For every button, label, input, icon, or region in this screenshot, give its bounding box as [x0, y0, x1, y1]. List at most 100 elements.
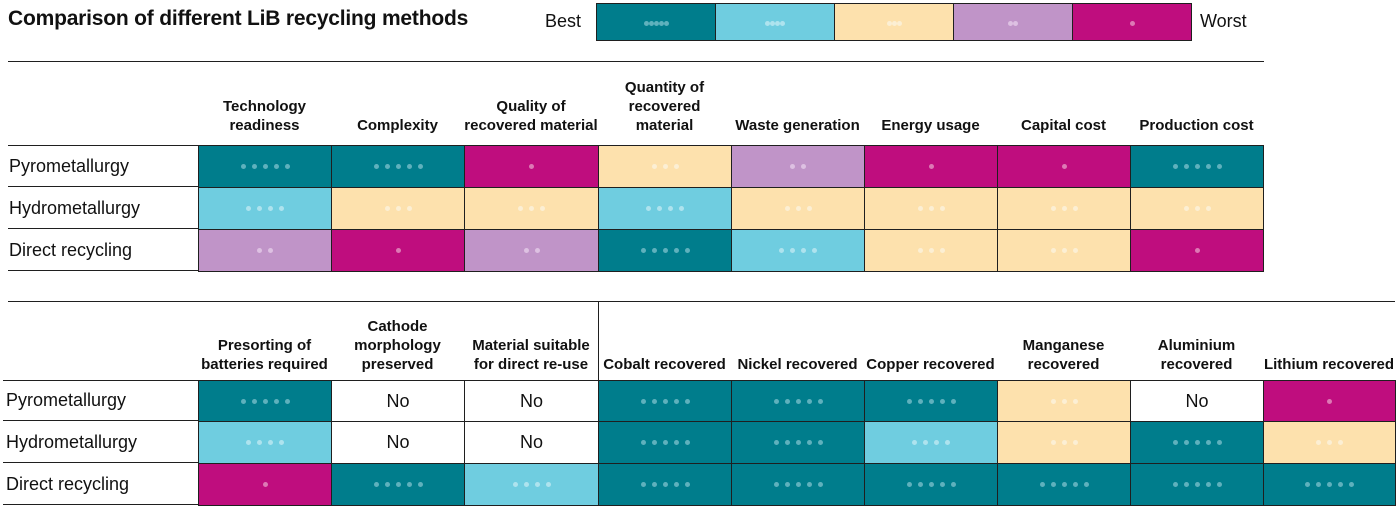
rating-dots [1008, 13, 1018, 31]
rating-dot [917, 398, 923, 404]
rating-dot [643, 21, 649, 26]
column-header: Production cost [1139, 117, 1254, 134]
rating-dot [1008, 21, 1013, 26]
rating-dots [643, 13, 669, 31]
rating-dot [906, 398, 912, 404]
rating-cell [1263, 380, 1396, 422]
rating-cell [198, 380, 332, 422]
rating-dot [653, 21, 659, 26]
rating-dot [1061, 206, 1067, 211]
cell-text: No [519, 390, 543, 411]
rating-cell [864, 229, 998, 272]
rating-dots [1172, 440, 1222, 445]
rating-dot [1129, 21, 1135, 26]
rating-dot [795, 482, 801, 487]
rating-dots [512, 482, 551, 487]
rating-dots [1316, 440, 1343, 445]
rating-dot [1050, 206, 1056, 211]
rating-dot [1194, 206, 1200, 211]
rating-cell [1130, 421, 1264, 464]
rating-dot [784, 482, 790, 487]
rating-dots [1172, 164, 1222, 169]
rating-cell [997, 145, 1131, 188]
rating-dot [257, 440, 262, 445]
rating-dot [262, 398, 268, 404]
rating-dots [917, 248, 945, 253]
rating-dot [1316, 440, 1321, 445]
legend-scale [596, 3, 1192, 41]
rating-dots [765, 13, 785, 31]
rating-dot [1216, 440, 1222, 445]
rating-dot [779, 248, 784, 253]
rating-dot [417, 164, 423, 169]
rating-dots [395, 248, 401, 253]
rating-dot [518, 206, 523, 211]
rating-dot [1194, 248, 1200, 253]
rating-dot [773, 482, 779, 487]
rating-dots [651, 164, 679, 169]
cell-text: No [386, 432, 410, 452]
rating-dots [640, 248, 690, 253]
rating-dot [651, 482, 657, 487]
rating-dot [1072, 440, 1078, 445]
rating-dot [1050, 398, 1056, 404]
rating-dot [251, 398, 257, 404]
rating-cell [198, 229, 332, 272]
rating-dots [373, 164, 423, 169]
rating-dot [790, 248, 795, 253]
row-label: Hydrometallurgy [6, 431, 138, 452]
rating-dot [545, 482, 551, 487]
rating-dots [1327, 398, 1332, 404]
row-rule [8, 270, 198, 271]
rating-dot [1205, 206, 1211, 211]
rating-dot [273, 398, 279, 404]
rating-dots [773, 398, 823, 404]
rating-dot [512, 482, 518, 487]
rating-dot [1061, 440, 1067, 445]
rating-dot [891, 21, 897, 26]
rating-dot [806, 206, 812, 211]
row-rule [8, 145, 198, 146]
rating-cell [864, 380, 998, 422]
rating-dot [268, 206, 273, 211]
page-title: Comparison of different LiB recycling me… [8, 7, 469, 30]
rating-dots [1050, 206, 1078, 211]
column-header: Quality of recovered material [464, 98, 598, 134]
rating-dot [684, 482, 690, 487]
rating-dot [928, 164, 934, 169]
rating-dots [384, 206, 412, 211]
rating-cell [997, 421, 1131, 464]
rating-cell [731, 145, 865, 188]
legend-cell [1073, 4, 1191, 40]
rating-dot [906, 482, 912, 487]
rating-dot [658, 21, 664, 26]
rating-dots [906, 398, 956, 404]
rating-dot [928, 398, 934, 404]
rating-dots [518, 206, 545, 211]
rating-dots [1183, 206, 1211, 211]
rating-dot [1061, 164, 1067, 169]
rating-dot [1050, 482, 1056, 487]
rating-dots [886, 13, 902, 31]
rating-dot [284, 164, 290, 169]
rating-dots [240, 164, 290, 169]
row-label: Hydrometallurgy [9, 197, 141, 218]
rating-dot [673, 482, 679, 487]
rating-dot [1183, 206, 1189, 211]
rating-dot [262, 482, 268, 487]
rating-cell [1130, 145, 1264, 188]
rating-dot [395, 164, 401, 169]
rating-dots [917, 206, 945, 211]
rating-dot [395, 482, 401, 487]
rating-dot [257, 248, 262, 253]
rating-dot [1183, 164, 1189, 169]
rating-dots [246, 206, 284, 211]
bottom-table-rule [8, 301, 1395, 302]
rating-dot [801, 164, 806, 169]
rating-cell [331, 145, 465, 188]
bottom-table-divider [598, 301, 599, 381]
rating-dots [784, 206, 812, 211]
legend-cell [597, 4, 716, 40]
rating-dot [817, 398, 823, 404]
rating-cell [731, 463, 865, 506]
